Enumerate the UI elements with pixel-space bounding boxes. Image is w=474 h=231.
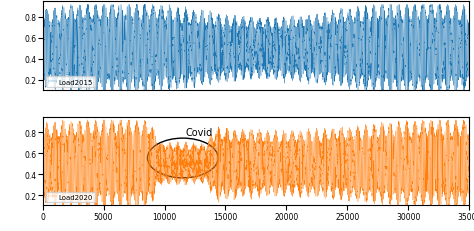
Legend: Load2020: Load2020 (46, 192, 95, 202)
Line: Load2015: Load2015 (43, 6, 469, 91)
Load2015 (180, 53, 185, 55)
Load2020 (292, 138, 297, 141)
Line: Load2020: Load2020 (43, 120, 469, 206)
Text: Covid: Covid (185, 127, 212, 137)
Load2020 (403, 120, 409, 123)
Legend: Load2015: Load2015 (46, 77, 95, 87)
Load2020 (311, 158, 317, 161)
Load2020 (59, 204, 65, 207)
Load2015 (148, 36, 154, 39)
Load2015 (292, 26, 297, 29)
Load2020 (180, 164, 185, 167)
Load2020 (466, 169, 472, 172)
Load2020 (40, 162, 46, 164)
Load2015 (40, 47, 46, 50)
Load2015 (68, 4, 74, 7)
Load2015 (68, 89, 73, 92)
Load2015 (403, 4, 409, 7)
Load2015 (311, 44, 317, 47)
Load2015 (466, 50, 472, 53)
Load2020 (148, 150, 154, 152)
Load2015 (204, 30, 210, 33)
Load2020 (60, 119, 66, 122)
Load2020 (204, 157, 210, 159)
